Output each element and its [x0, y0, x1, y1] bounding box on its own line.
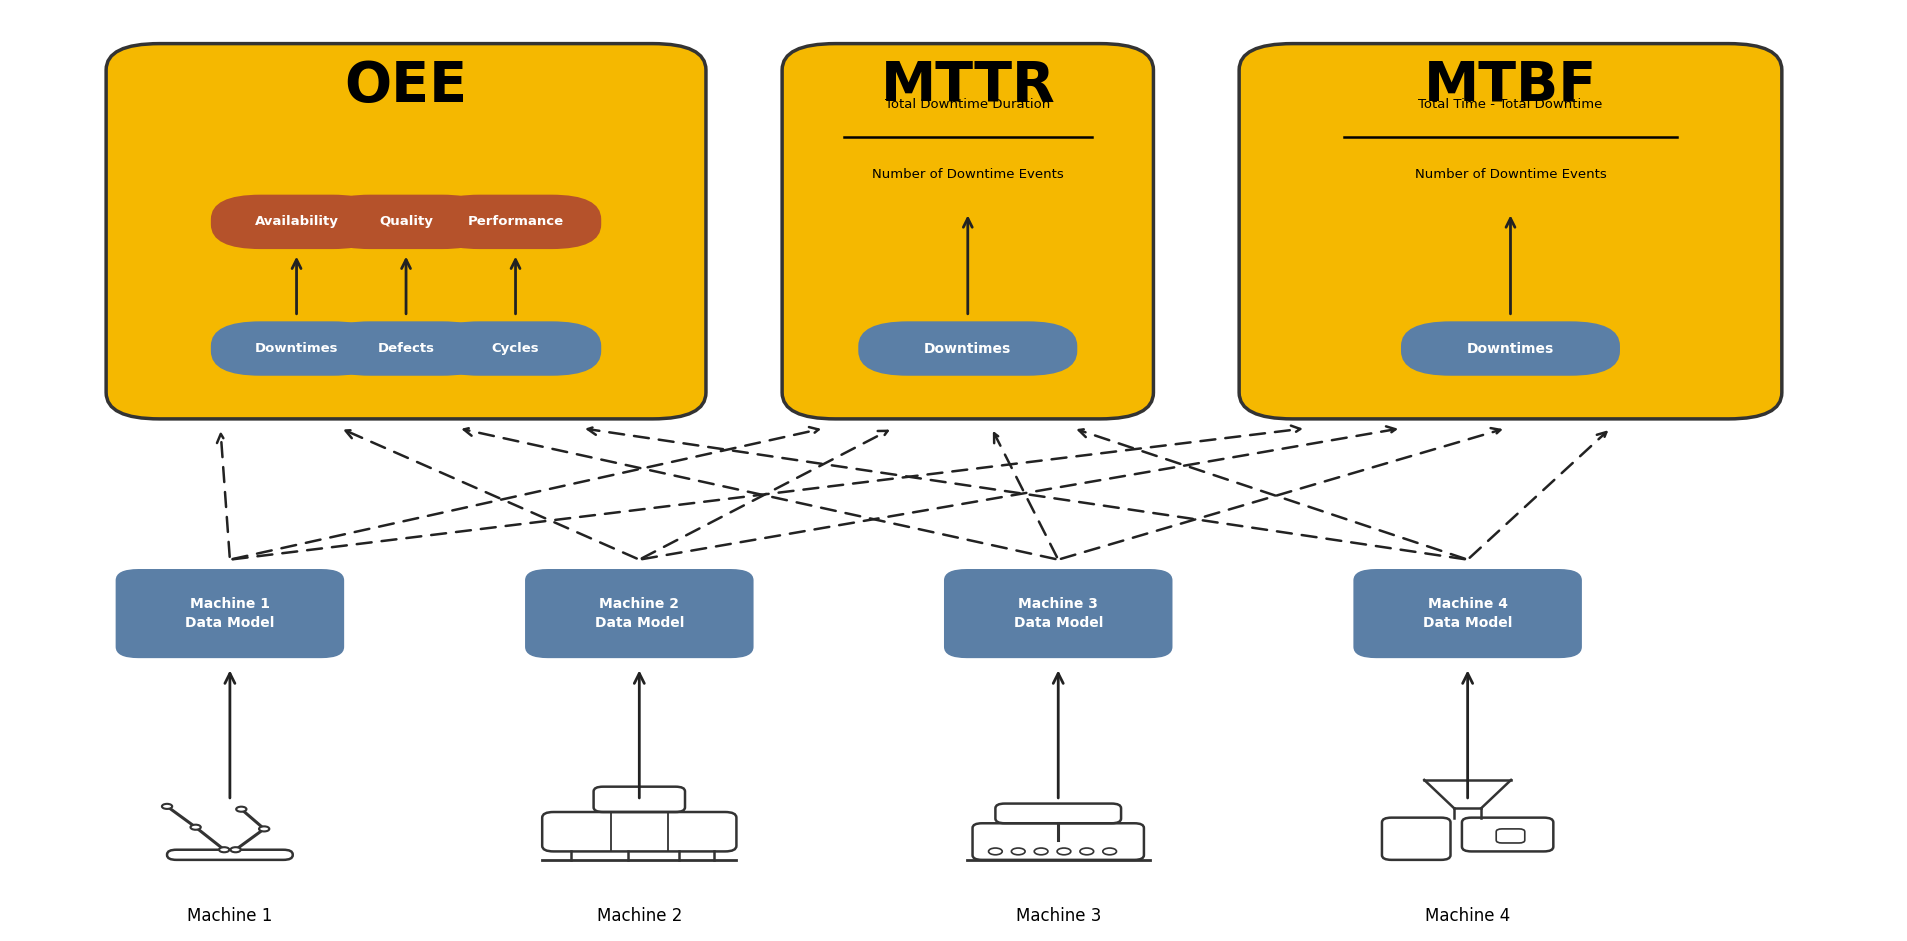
Text: Total Downtime Duration: Total Downtime Duration: [885, 98, 1051, 111]
FancyBboxPatch shape: [429, 321, 601, 375]
Text: Machine 3: Machine 3: [1016, 907, 1100, 925]
Text: Machine 4: Machine 4: [1425, 907, 1510, 925]
Text: MTTR: MTTR: [881, 59, 1055, 113]
Text: Machine 2: Machine 2: [597, 907, 683, 925]
Text: MTBF: MTBF: [1425, 59, 1596, 113]
Text: Downtimes: Downtimes: [925, 342, 1011, 356]
Circle shape: [162, 804, 172, 809]
Text: Machine 1
Data Model: Machine 1 Data Model: [185, 598, 275, 630]
Circle shape: [259, 826, 269, 832]
Text: Machine 1: Machine 1: [187, 907, 273, 925]
Text: Machine 4
Data Model: Machine 4 Data Model: [1423, 598, 1512, 630]
Text: Machine 2
Data Model: Machine 2 Data Model: [595, 598, 685, 630]
Circle shape: [191, 824, 200, 830]
FancyBboxPatch shape: [320, 321, 492, 375]
Text: Performance: Performance: [467, 215, 564, 229]
FancyBboxPatch shape: [944, 569, 1173, 658]
FancyBboxPatch shape: [429, 195, 601, 249]
FancyBboxPatch shape: [320, 195, 492, 249]
Text: Downtimes: Downtimes: [1466, 342, 1554, 356]
Text: Downtimes: Downtimes: [256, 342, 338, 355]
Text: Quality: Quality: [379, 215, 433, 229]
Text: Number of Downtime Events: Number of Downtime Events: [871, 168, 1064, 182]
Text: Availability: Availability: [256, 215, 338, 229]
Text: Number of Downtime Events: Number of Downtime Events: [1415, 168, 1606, 182]
FancyBboxPatch shape: [1354, 569, 1583, 658]
Circle shape: [231, 847, 240, 853]
Circle shape: [236, 806, 246, 812]
FancyBboxPatch shape: [116, 569, 343, 658]
FancyBboxPatch shape: [212, 195, 381, 249]
FancyBboxPatch shape: [1240, 43, 1781, 419]
FancyBboxPatch shape: [212, 321, 381, 375]
FancyBboxPatch shape: [1402, 321, 1619, 375]
Text: Cycles: Cycles: [492, 342, 540, 355]
Text: Defects: Defects: [378, 342, 435, 355]
Text: OEE: OEE: [345, 59, 467, 113]
Text: Machine 3
Data Model: Machine 3 Data Model: [1013, 598, 1102, 630]
FancyBboxPatch shape: [782, 43, 1154, 419]
FancyBboxPatch shape: [107, 43, 706, 419]
Text: Total Time - Total Downtime: Total Time - Total Downtime: [1419, 98, 1602, 111]
FancyBboxPatch shape: [858, 321, 1077, 375]
Circle shape: [219, 847, 229, 853]
FancyBboxPatch shape: [524, 569, 753, 658]
